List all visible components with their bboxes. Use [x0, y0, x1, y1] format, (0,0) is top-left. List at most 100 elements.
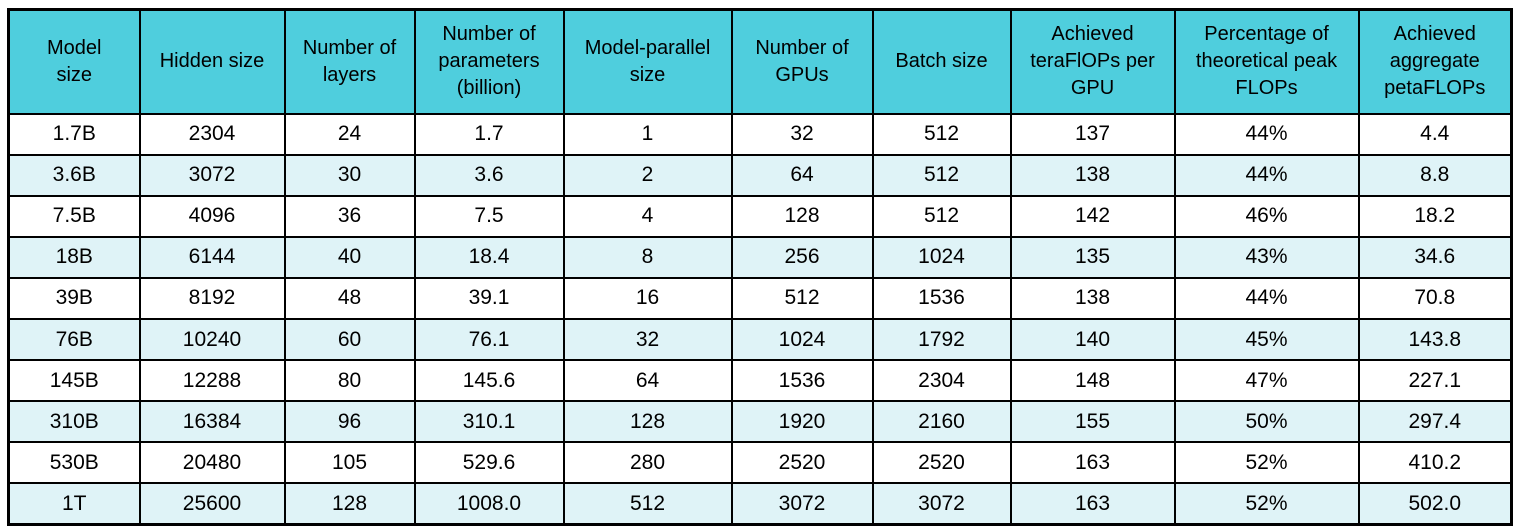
table-cell: 1920 — [730, 400, 874, 444]
table-row: 18B 6144 40 18.4 8 256 1024 135 43% 34.6 — [7, 235, 1513, 279]
table-cell: 2304 — [871, 359, 1012, 403]
table-cell: 2520 — [871, 441, 1012, 485]
table-cell: 4 — [562, 194, 733, 238]
table-cell: 137 — [1009, 112, 1176, 156]
table-cell: 70.8 — [1357, 276, 1513, 320]
table-cell: 18B — [7, 235, 141, 279]
table-cell: 1536 — [871, 276, 1012, 320]
table-header: Model size Hidden size Number of layers … — [7, 8, 1513, 115]
table-cell: 3.6 — [413, 153, 565, 197]
table-cell: 64 — [562, 359, 733, 403]
table-cell: 64 — [730, 153, 874, 197]
table-row: 39B 8192 48 39.1 16 512 1536 138 44% 70.8 — [7, 276, 1513, 320]
table-cell: 297.4 — [1357, 400, 1513, 444]
table-cell: 43% — [1173, 235, 1360, 279]
table-cell: 52% — [1173, 441, 1360, 485]
table-cell: 2 — [562, 153, 733, 197]
table-cell: 256 — [730, 235, 874, 279]
table-cell: 34.6 — [1357, 235, 1513, 279]
table-cell: 2304 — [138, 112, 286, 156]
table-cell: 96 — [283, 400, 416, 444]
column-header-model-parallel-size: Model-parallel size — [562, 8, 733, 115]
table-cell: 138 — [1009, 276, 1176, 320]
table-cell: 46% — [1173, 194, 1360, 238]
table-cell: 148 — [1009, 359, 1176, 403]
table-cell: 16 — [562, 276, 733, 320]
table-cell: 50% — [1173, 400, 1360, 444]
table-cell: 512 — [871, 194, 1012, 238]
table-cell: 4.4 — [1357, 112, 1513, 156]
table-cell: 280 — [562, 441, 733, 485]
table-cell: 1008.0 — [413, 482, 565, 526]
table-cell: 143.8 — [1357, 317, 1513, 362]
table-cell: 7.5B — [7, 194, 141, 238]
table-cell: 32 — [562, 317, 733, 362]
table-cell: 512 — [871, 153, 1012, 197]
table-cell: 128 — [730, 194, 874, 238]
table-cell: 30 — [283, 153, 416, 197]
table-row: 3.6B 3072 30 3.6 2 64 512 138 44% 8.8 — [7, 153, 1513, 197]
table-cell: 1024 — [730, 317, 874, 362]
table-cell: 80 — [283, 359, 416, 403]
table-cell: 1.7 — [413, 112, 565, 156]
table-cell: 76.1 — [413, 317, 565, 362]
table-cell: 155 — [1009, 400, 1176, 444]
table-cell: 140 — [1009, 317, 1176, 362]
table-row: 530B 20480 105 529.6 280 2520 2520 163 52% 410.2 — [7, 441, 1513, 485]
table-cell: 3072 — [871, 482, 1012, 526]
table-cell: 135 — [1009, 235, 1176, 279]
table-cell: 44% — [1173, 153, 1360, 197]
table-cell: 25600 — [138, 482, 286, 526]
column-header-num-layers: Number of layers — [283, 8, 416, 115]
table-cell: 7.5 — [413, 194, 565, 238]
column-header-achieved-aggregate-petaflops: Achieved aggregate petaFLOPs — [1357, 8, 1513, 115]
column-header-num-parameters: Number of parameters (billion) — [413, 8, 565, 115]
table-cell: 128 — [283, 482, 416, 526]
table-cell: 1.7B — [7, 112, 141, 156]
table-cell: 18.2 — [1357, 194, 1513, 238]
table-cell: 1536 — [730, 359, 874, 403]
table-cell: 1024 — [871, 235, 1012, 279]
table-cell: 529.6 — [413, 441, 565, 485]
table-cell: 32 — [730, 112, 874, 156]
table-row: 145B 12288 80 145.6 64 1536 2304 148 47% 227.1 — [7, 359, 1513, 403]
table-cell: 18.4 — [413, 235, 565, 279]
table-row: 1T 25600 128 1008.0 512 3072 3072 163 52% 502.0 — [7, 482, 1513, 526]
table-row: 310B 16384 96 310.1 128 1920 2160 155 50% 297.4 — [7, 400, 1513, 444]
table-cell: 138 — [1009, 153, 1176, 197]
table-cell: 512 — [562, 482, 733, 526]
table-cell: 512 — [730, 276, 874, 320]
table-cell: 24 — [283, 112, 416, 156]
table-cell: 4096 — [138, 194, 286, 238]
table-cell: 45% — [1173, 317, 1360, 362]
table-cell: 40 — [283, 235, 416, 279]
table-cell: 10240 — [138, 317, 286, 362]
table-cell: 1 — [562, 112, 733, 156]
table-cell: 39.1 — [413, 276, 565, 320]
table-cell: 8 — [562, 235, 733, 279]
table-cell: 3.6B — [7, 153, 141, 197]
column-header-batch-size: Batch size — [871, 8, 1012, 115]
column-header-percent-theoretical-peak-flops: Percentage of theoretical peak FLOPs — [1173, 8, 1360, 115]
table-cell: 163 — [1009, 441, 1176, 485]
table-cell: 227.1 — [1357, 359, 1513, 403]
table-cell: 512 — [871, 112, 1012, 156]
table-cell: 39B — [7, 276, 141, 320]
column-header-hidden-size: Hidden size — [138, 8, 286, 115]
table-cell: 44% — [1173, 112, 1360, 156]
table-row: 7.5B 4096 36 7.5 4 128 512 142 46% 18.2 — [7, 194, 1513, 238]
table-cell: 47% — [1173, 359, 1360, 403]
table-cell: 60 — [283, 317, 416, 362]
header-row: Model size Hidden size Number of layers … — [7, 8, 1513, 115]
table-cell: 44% — [1173, 276, 1360, 320]
table-cell: 163 — [1009, 482, 1176, 526]
table-row: 1.7B 2304 24 1.7 1 32 512 137 44% 4.4 — [7, 112, 1513, 156]
table-cell: 410.2 — [1357, 441, 1513, 485]
table-cell: 2520 — [730, 441, 874, 485]
table-cell: 310B — [7, 400, 141, 444]
column-header-num-gpus: Number of GPUs — [730, 8, 874, 115]
table-cell: 502.0 — [1357, 482, 1513, 526]
table-cell: 142 — [1009, 194, 1176, 238]
table-cell: 2160 — [871, 400, 1012, 444]
table-cell: 12288 — [138, 359, 286, 403]
